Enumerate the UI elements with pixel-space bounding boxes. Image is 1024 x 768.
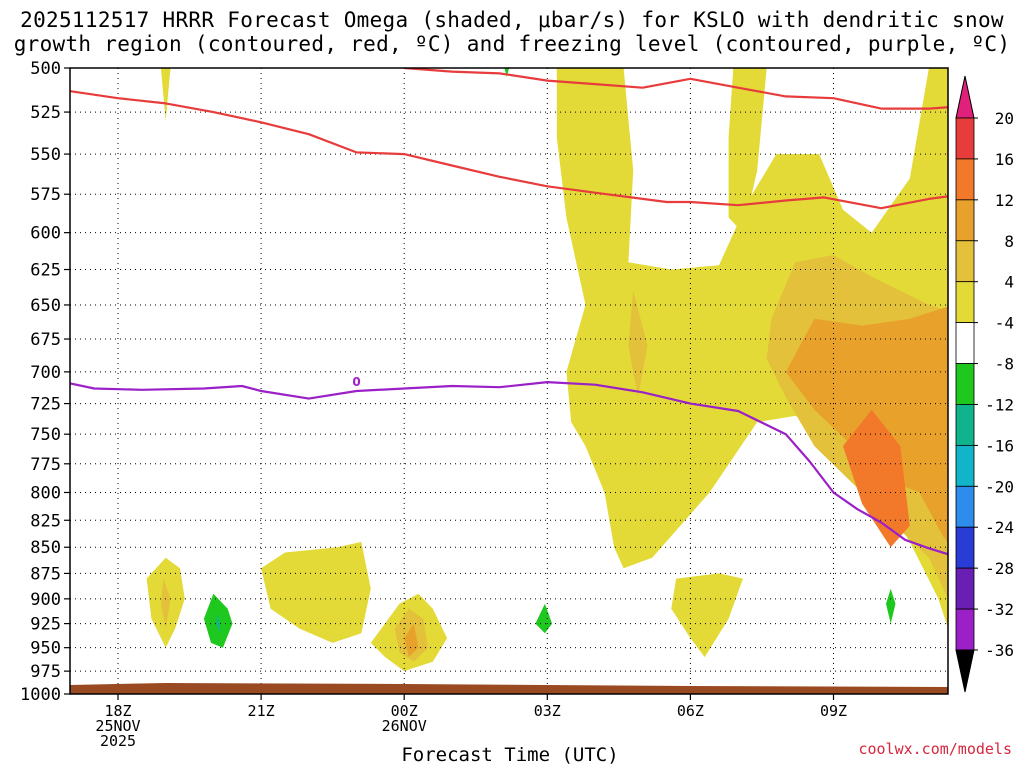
omega-region-9	[160, 578, 171, 629]
colorbar-label-7: -12	[985, 395, 1014, 414]
omega-region-18	[886, 588, 896, 624]
colorbar-label-6: -8	[995, 355, 1014, 374]
colorbar-label-4: 4	[1004, 273, 1014, 292]
x-tick-label-00Z-1: 26NOV	[382, 717, 427, 735]
colorbar-segment-4	[955, 281, 975, 324]
x-tick-label-18Z-2: 2025	[100, 732, 136, 750]
x-tick-label-18Z-0: 18Z	[104, 702, 131, 720]
omega-region-3	[628, 290, 648, 398]
x-tick-label-06Z-0: 06Z	[677, 702, 704, 720]
x-tick-label-03Z-0: 03Z	[534, 702, 561, 720]
y-tick-label-625: 625	[30, 261, 61, 281]
plot-frame	[69, 67, 949, 695]
colorbar-label-8: -16	[985, 436, 1014, 455]
colorbar-segment-0	[955, 117, 975, 160]
y-tick-label-725: 725	[30, 395, 61, 415]
y-tick-label-675: 675	[30, 330, 61, 350]
colorbar-segment-7	[955, 404, 975, 446]
y-tick-label-750: 750	[30, 425, 61, 445]
y-tick-label-525: 525	[30, 103, 61, 123]
colorbar-label-2: 12	[995, 191, 1014, 210]
colorbar-segment-6	[955, 363, 975, 405]
colorbar-label-13: -36	[985, 641, 1014, 660]
x-tick-label-18Z-1: 25NOV	[95, 717, 140, 735]
y-tick-label-600: 600	[30, 224, 61, 244]
y-tick-label-950: 950	[30, 639, 61, 659]
colorbar-label-11: -28	[985, 559, 1014, 578]
dendritic-contour-1	[404, 68, 948, 110]
y-tick-label-800: 800	[30, 483, 61, 503]
colorbar-segment-9	[955, 485, 975, 528]
chart-title-line1: 2025112517 HRRR Forecast Omega (shaded, …	[20, 8, 1004, 32]
y-tick-label-975: 975	[30, 662, 61, 682]
y-tick-label-500: 500	[30, 59, 61, 79]
colorbar-segment-8	[955, 444, 975, 487]
y-tick-label-1000: 1000	[20, 685, 61, 705]
y-tick-label-575: 575	[30, 185, 61, 205]
x-tick-label-21Z-0: 21Z	[248, 702, 275, 720]
y-tick-label-825: 825	[30, 511, 61, 531]
y-tick-label-650: 650	[30, 296, 61, 316]
omega-region-20	[504, 68, 510, 77]
omega-region-10	[261, 541, 371, 643]
omega-region-14	[671, 573, 743, 658]
colorbar-label-5: -4	[995, 314, 1014, 333]
plot-area: 0	[70, 68, 948, 694]
y-tick-label-550: 550	[30, 145, 61, 165]
watermark: coolwx.com/models	[858, 740, 1012, 758]
contour-label-0: 0	[352, 375, 360, 389]
colorbar-segment-11	[955, 567, 975, 610]
omega-region-0	[556, 68, 948, 629]
omega-region-17	[535, 603, 553, 634]
y-tick-label-925: 925	[30, 615, 61, 635]
omega-region-1	[728, 68, 767, 233]
colorbar-label-9: -20	[985, 477, 1014, 496]
x-tick-label-00Z-0: 00Z	[391, 702, 418, 720]
dendritic-contour-0	[70, 90, 948, 210]
chart-title-line2: growth region (contoured, red, ºC) and f…	[13, 32, 1011, 56]
chart-title: 2025112517 HRRR Forecast Omega (shaded, …	[0, 8, 1024, 56]
y-tick-label-700: 700	[30, 363, 61, 383]
omega-region-13	[404, 623, 419, 658]
freezing-level-contour-2	[70, 381, 948, 556]
y-tick-label-850: 850	[30, 538, 61, 558]
colorbar-segment-10	[955, 526, 975, 569]
colorbar-segment-5	[955, 322, 975, 364]
colorbar-label-12: -32	[985, 600, 1014, 619]
colorbar-segment-3	[955, 240, 975, 283]
colorbar-segment-2	[955, 199, 975, 242]
x-tick-label-09Z-0: 09Z	[820, 702, 847, 720]
colorbar-top-arrow	[955, 75, 975, 119]
terrain-ground	[70, 683, 948, 694]
omega-region-21	[160, 68, 171, 121]
colorbar-segment-12	[955, 608, 975, 651]
colorbar-label-3: 8	[1004, 232, 1014, 251]
omega-region-5	[843, 409, 910, 548]
colorbar-label-10: -24	[985, 518, 1014, 537]
colorbar-segment-1	[955, 158, 975, 201]
colorbar-label-1: 16	[995, 150, 1014, 169]
x-axis-label: Forecast Time (UTC)	[401, 744, 619, 766]
y-tick-label-875: 875	[30, 564, 61, 584]
omega-region-16	[215, 613, 221, 634]
colorbar-label-0: 20	[995, 109, 1014, 128]
y-tick-label-775: 775	[30, 455, 61, 475]
y-tick-label-900: 900	[30, 590, 61, 610]
colorbar-bottom-arrow	[955, 649, 975, 693]
